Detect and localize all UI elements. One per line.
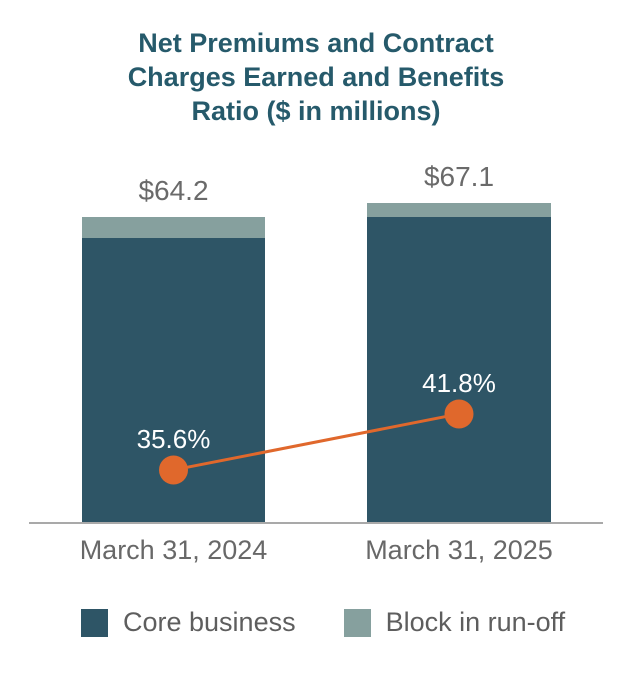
legend-item-block-in-run-off: Block in run-off: [343, 607, 566, 638]
block-in-run-off-swatch: [343, 608, 371, 637]
legend-label-block-in-run-off: Block in run-off: [385, 607, 566, 637]
chart-title: Net Premiums and Contract Charges Earned…: [0, 26, 632, 128]
ratio-label-2024: 35.6%: [136, 423, 211, 454]
core-business-swatch: [81, 608, 108, 637]
bar-2025-runoff-segment: [367, 203, 551, 217]
x-axis-line: [29, 522, 603, 524]
legend: Core business Block in run-off: [81, 607, 565, 638]
bar-2024: [82, 217, 265, 523]
ratio-label-2025: 41.8%: [422, 367, 496, 398]
bar-2025-core-segment: [367, 217, 551, 523]
chart-title-line-2: Charges Earned and Benefits: [127, 62, 505, 92]
bar-2025: [367, 203, 551, 523]
legend-label-core-business: Core business: [123, 607, 296, 637]
x-label-2025: March 31, 2025: [365, 535, 553, 565]
x-label-2024: March 31, 2024: [79, 535, 268, 565]
chart-title-line-1: Net Premiums and Contract: [138, 28, 494, 58]
legend-item-core-business: Core business: [81, 607, 296, 638]
total-label-2024: $64.2: [138, 175, 209, 206]
chart-title-line-3: Ratio ($ in millions): [191, 96, 441, 126]
bar-2024-core-segment: [82, 238, 265, 523]
bar-2024-runoff-segment: [82, 217, 265, 238]
total-label-2025: $67.1: [423, 161, 495, 192]
